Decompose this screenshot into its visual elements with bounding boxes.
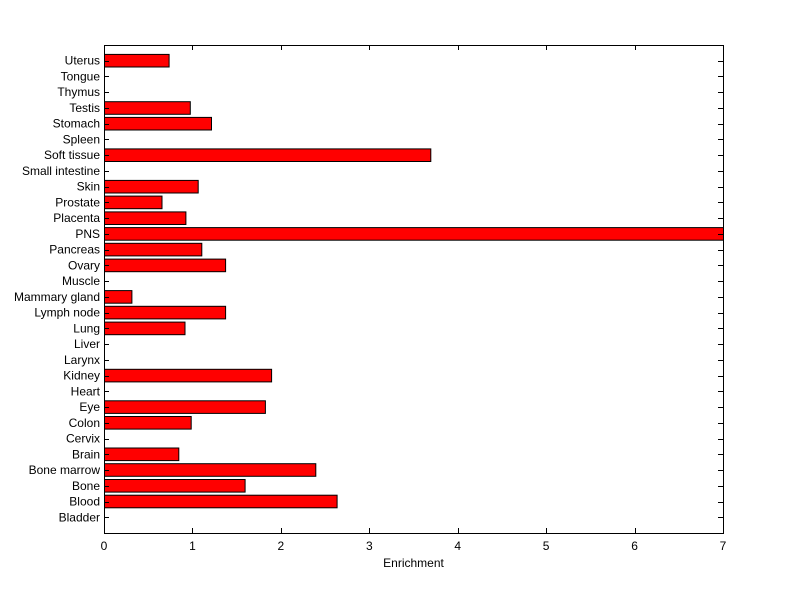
bar-skin [104,179,199,194]
category-label-ovary: Ovary [68,258,100,272]
bar-bone [104,479,246,493]
category-label-bladder: Bladder [59,510,100,524]
bar-colon [104,416,192,430]
category-label-testis: Testis [69,101,100,115]
category-label-prostate: Prostate [55,195,100,209]
category-label-spleen: Spleen [63,132,100,146]
tick-marks [104,45,724,533]
bar-blood [104,494,338,509]
category-label-heart: Heart [71,384,101,398]
category-label-soft-tissue: Soft tissue [44,148,100,162]
bars-group [104,53,724,509]
x-tick-label-5: 5 [543,539,550,553]
category-label-thymus: Thymus [57,85,100,99]
x-tick-labels: 0 1 2 3 4 5 6 7 [101,539,727,553]
category-label-small-intestine: Small intestine [22,164,100,178]
category-label-lymph-node: Lymph node [34,306,100,320]
bar-placenta [104,211,187,225]
x-tick-label-7: 7 [720,539,727,553]
category-label-bone: Bone [72,479,100,493]
category-label-pns: PNS [75,227,100,241]
category-label-pancreas: Pancreas [49,243,100,257]
bar-soft-tissue [104,148,432,162]
bar-eye [104,400,266,414]
category-label-brain: Brain [72,447,100,461]
category-label-lung: Lung [73,321,100,335]
category-label-uterus: Uterus [65,54,100,68]
x-tick-label-1: 1 [189,539,196,553]
category-label-colon: Colon [69,416,100,430]
bar-testis [104,101,191,115]
x-tick-label-2: 2 [278,539,285,553]
category-label-placenta: Placenta [53,211,100,225]
x-tick-label-0: 0 [101,539,108,553]
category-label-tongue: Tongue [61,69,101,83]
bar-lymph-node [104,305,227,320]
bar-prostate [104,195,163,210]
bar-stomach [104,116,212,131]
bar-lung [104,321,186,336]
bar-kidney [104,368,273,383]
bar-ovary [104,258,227,273]
category-label-skin: Skin [77,180,100,194]
bar-bone-marrow [104,463,317,477]
x-tick-label-4: 4 [454,539,461,553]
category-label-stomach: Stomach [53,117,100,131]
category-label-bone-marrow: Bone marrow [29,463,101,477]
x-axis-label: Enrichment [383,556,444,570]
bar-pns [104,227,724,241]
x-tick-label-6: 6 [631,539,638,553]
category-label-mammary-gland: Mammary gland [14,290,100,304]
x-tick-label-3: 3 [366,539,373,553]
bar-brain [104,447,180,462]
axes-frame [104,45,724,534]
bar-pancreas [104,242,203,257]
category-label-kidney: Kidney [63,369,100,383]
bar-mammary-gland [104,290,133,304]
category-label-eye: Eye [79,400,100,414]
category-label-blood: Blood [69,495,100,509]
bar-uterus [104,53,170,68]
category-label-cervix: Cervix [66,432,100,446]
category-label-liver: Liver [74,337,100,351]
category-label-larynx: Larynx [64,353,100,367]
category-label-muscle: Muscle [62,274,100,288]
